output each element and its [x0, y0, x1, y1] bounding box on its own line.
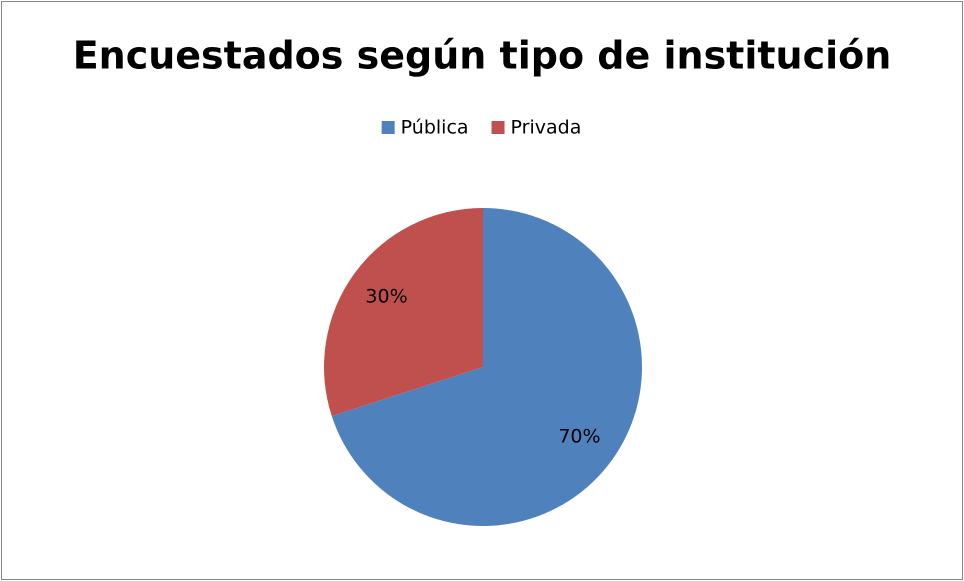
pie-slice [324, 208, 483, 417]
chart-title: Encuestados según tipo de institución [73, 34, 892, 78]
legend-label: Pública [401, 117, 469, 139]
pie-slice [331, 208, 642, 526]
data-label: 70% [558, 426, 600, 448]
legend-label: Privada [511, 117, 582, 139]
legend-swatch [381, 121, 395, 134]
legend-swatch [491, 121, 505, 134]
data-label: 30% [365, 285, 407, 307]
